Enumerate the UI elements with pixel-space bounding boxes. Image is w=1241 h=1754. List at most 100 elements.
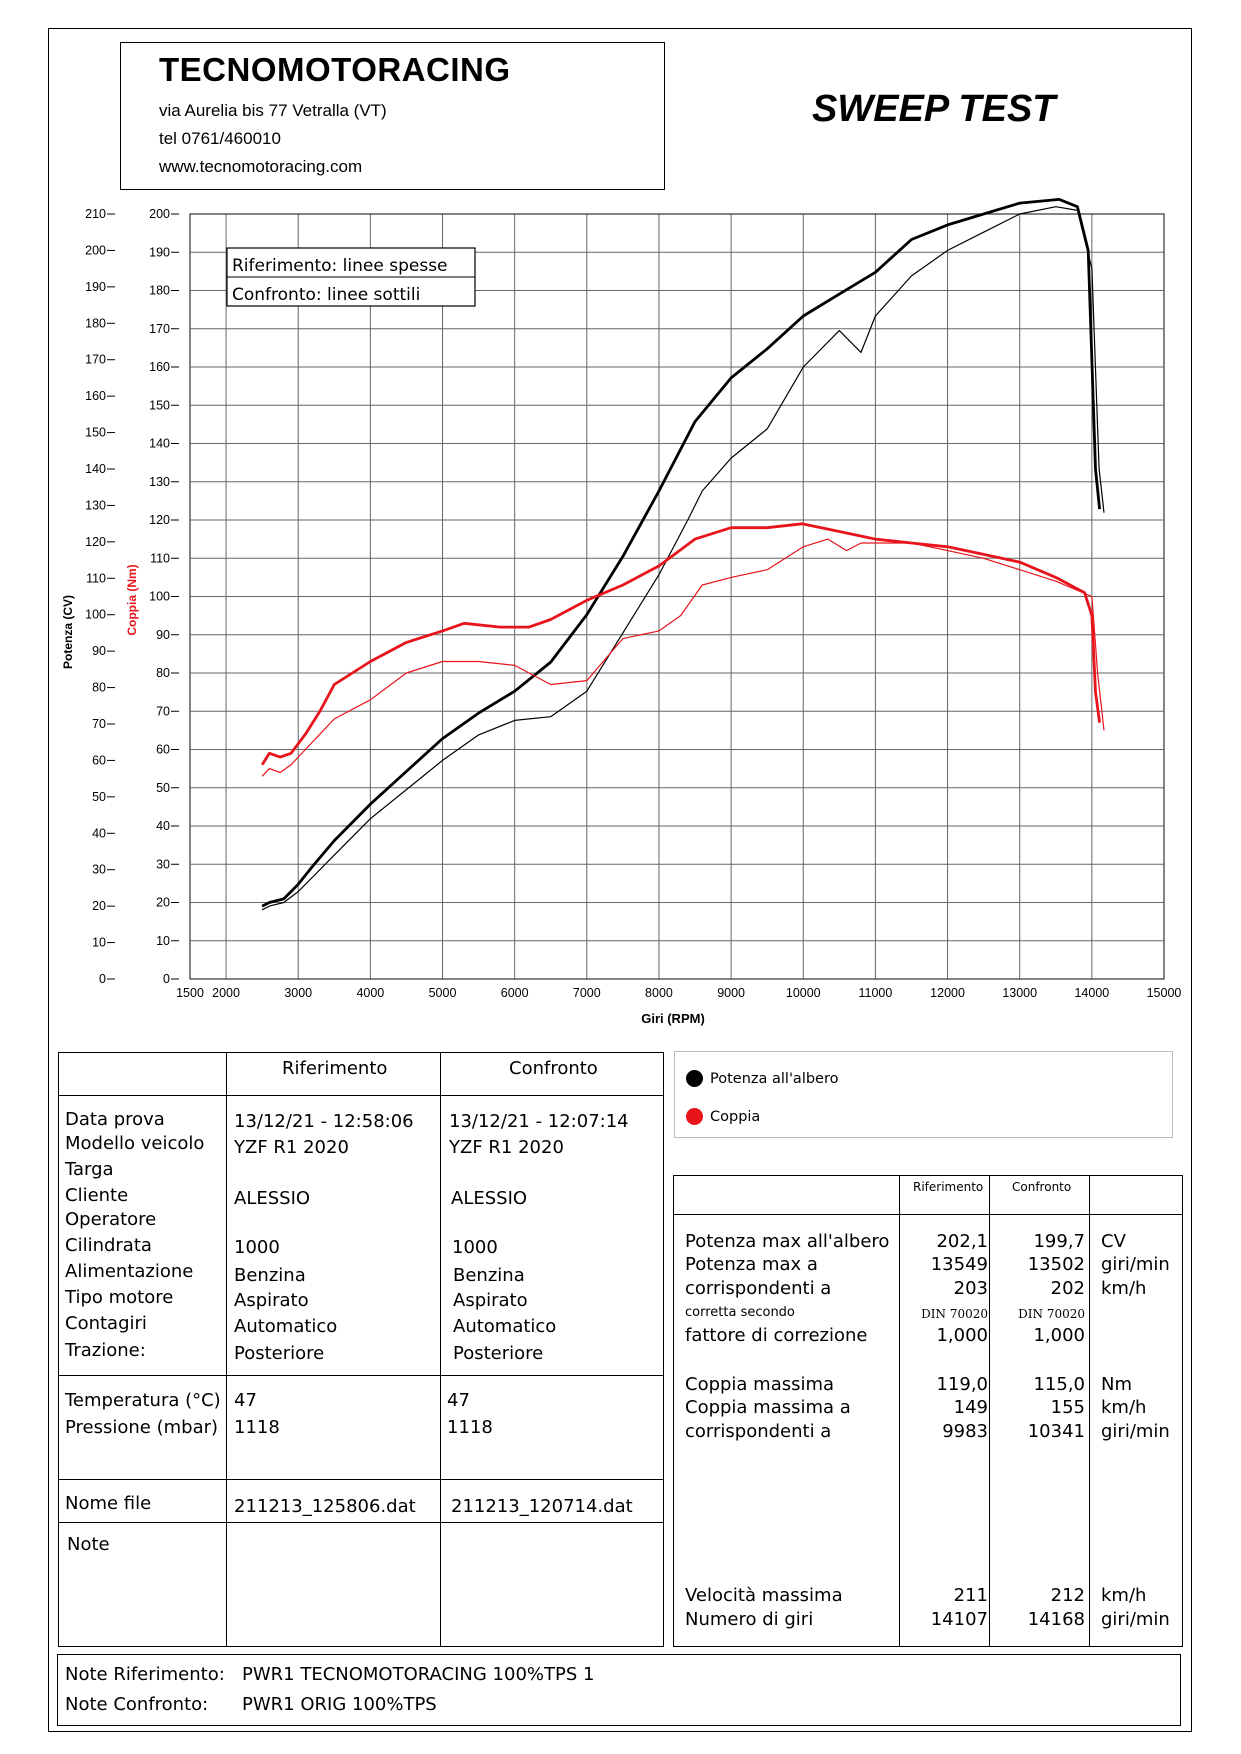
pot-max-conf: 199,7 [1033, 1231, 1085, 1252]
label-alimentazione: Alimentazione [65, 1261, 194, 1282]
power-tick-label: 210 [85, 207, 106, 221]
label-note: Note [67, 1534, 110, 1555]
pot-corr-label: corrispondenti a [685, 1278, 832, 1299]
giri-ref: 14107 [930, 1609, 988, 1630]
pot-corr-conf: 202 [1050, 1278, 1085, 1299]
giri-conf: 14168 [1027, 1609, 1085, 1630]
ref-cliente: ALESSIO [234, 1188, 311, 1209]
company-header: TECNOMOTORACING via Aurelia bis 77 Vetra… [120, 42, 665, 190]
power-tick-label: 200 [85, 243, 106, 257]
ref-file: 211213_125806.dat [234, 1496, 416, 1517]
torque-tick-label: 0 [163, 972, 170, 986]
torque-legend-dot [686, 1108, 703, 1125]
company-name: TECNOMOTORACING [159, 51, 511, 88]
torque-tick-label: 100 [149, 590, 170, 604]
coppia-max-a-ref: 149 [953, 1397, 988, 1418]
label-cilindrata: Cilindrata [65, 1235, 152, 1256]
power-tick-label: 80 [92, 681, 106, 695]
torque-tick-label: 40 [156, 819, 170, 833]
notes-box [57, 1654, 1181, 1726]
conf-modello: YZF R1 2020 [449, 1137, 564, 1158]
chart-series [260, 197, 1105, 911]
torque-tick-label: 160 [149, 360, 170, 374]
label-tipo-motore: Tipo motore [65, 1287, 174, 1308]
power-tick-label: 0 [99, 972, 106, 986]
torque-tick-label: 170 [149, 322, 170, 336]
conf-pressione: 1118 [447, 1417, 493, 1438]
label-targa: Targa [65, 1159, 114, 1180]
x-tick-label: 10000 [786, 986, 821, 1000]
fattore-ref: 1,000 [936, 1325, 988, 1346]
results-col-reference: Riferimento [913, 1180, 984, 1194]
torque-comparison-line [261, 538, 1105, 777]
label-contagiri: Contagiri [65, 1313, 147, 1334]
ref-modello: YZF R1 2020 [234, 1137, 349, 1158]
company-phone: tel 0761/460010 [159, 129, 281, 148]
conf-data: 13/12/21 - 12:07:14 [449, 1111, 629, 1132]
label-pressione: Pressione (mbar) [65, 1417, 219, 1438]
fattore-conf: 1,000 [1033, 1325, 1085, 1346]
conf-file: 211213_120714.dat [451, 1496, 633, 1517]
coppia-max-conf: 115,0 [1033, 1374, 1085, 1395]
coppia-max-ref: 119,0 [936, 1374, 988, 1395]
x-tick-label: 1500 [176, 986, 204, 1000]
ref-alimentazione: Benzina [234, 1265, 306, 1286]
test-info-table [58, 1052, 664, 1647]
coppia-corr-label: corrispondenti a [685, 1421, 832, 1442]
x-tick-label: 3000 [284, 986, 312, 1000]
note-conf-value: PWR1 ORIG 100%TPS [242, 1694, 437, 1715]
vel-max-unit: km/h [1101, 1585, 1147, 1606]
label-data-prova: Data prova [65, 1109, 165, 1130]
pot-max-a-conf: 13502 [1027, 1254, 1085, 1275]
power-tick-label: 120 [85, 535, 106, 549]
conf-tipo: Aspirato [453, 1290, 528, 1311]
torque-tick-label: 70 [156, 704, 170, 718]
test-type-title: SWEEP TEST [812, 88, 1056, 130]
x-tick-label: 2000 [212, 986, 240, 1000]
legend-comparison: Confronto: linee sottili [232, 285, 420, 305]
pot-max-label: Potenza max all'albero [685, 1231, 890, 1252]
torque-tick-label: 130 [149, 475, 170, 489]
torque-tick-label: 10 [156, 934, 170, 948]
power-tick-label: 100 [85, 608, 106, 622]
power-tick-label: 110 [86, 571, 106, 585]
power-tick-label: 30 [92, 863, 106, 877]
power-tick-label: 140 [85, 462, 106, 476]
x-tick-label: 13000 [1002, 986, 1037, 1000]
pot-corr-unit: km/h [1101, 1278, 1147, 1299]
x-tick-label: 5000 [429, 986, 457, 1000]
chart-legend [674, 1051, 1173, 1138]
conf-contagiri: Automatico [453, 1316, 557, 1337]
vel-max-label: Velocità massima [685, 1585, 843, 1606]
coppia-max-label: Coppia massima [685, 1374, 835, 1395]
pot-max-a-ref: 13549 [930, 1254, 988, 1275]
results-table [673, 1175, 1183, 1647]
vel-max-ref: 211 [953, 1585, 988, 1606]
torque-tick-label: 110 [150, 551, 170, 565]
dyno-chart: 1500 2000 3000 4000 5000 6000 7000 8000 9000 1000… [61, 197, 1182, 1026]
pot-max-ref: 202,1 [936, 1231, 988, 1252]
torque-tick-label: 190 [149, 245, 170, 259]
power-tick-label: 50 [92, 790, 106, 804]
coppia-max-a-conf: 155 [1050, 1397, 1085, 1418]
torque-tick-label: 60 [156, 743, 170, 757]
power-tick-label: 90 [92, 644, 106, 658]
power-tick-label: 70 [92, 717, 106, 731]
pot-max-a-unit: giri/min [1101, 1254, 1170, 1275]
ref-pressione: 1118 [234, 1417, 280, 1438]
label-operatore: Operatore [65, 1209, 157, 1230]
coppia-max-a-label: Coppia massima a [685, 1397, 851, 1418]
y-axis-label-torque: Coppia (Nm) [125, 564, 139, 635]
company-address: via Aurelia bis 77 Vetralla (VT) [159, 101, 387, 120]
x-tick-label: 15000 [1147, 986, 1182, 1000]
x-tick-label: 6000 [501, 986, 529, 1000]
x-tick-label: 9000 [717, 986, 745, 1000]
x-tick-label: 8000 [645, 986, 673, 1000]
coppia-corr-ref: 9983 [942, 1421, 988, 1442]
page-frame [48, 28, 1192, 1732]
conf-trazione: Posteriore [453, 1343, 544, 1364]
corretta-label: corretta secondo [685, 1305, 795, 1320]
torque-tick-label: 150 [149, 398, 170, 412]
coppia-max-a-unit: km/h [1101, 1397, 1147, 1418]
power-tick-label: 60 [92, 753, 106, 767]
